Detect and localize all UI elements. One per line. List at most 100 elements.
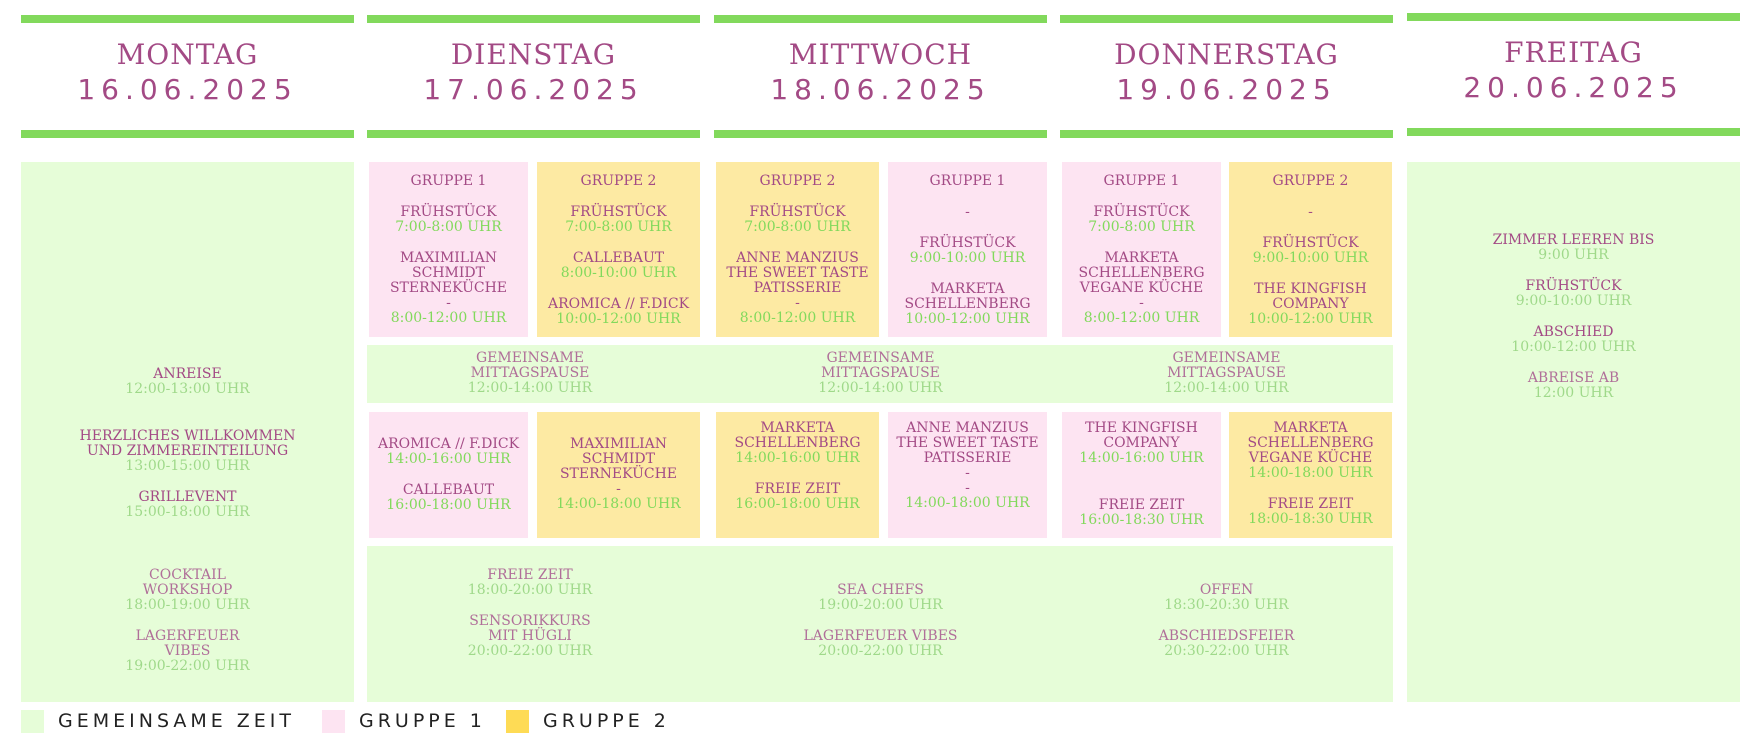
lunch-wednesday: GEMEINSAME MITTAGSPAUSE: [821, 350, 940, 381]
breakfast-time: 7:00-8:00 UHR: [1088, 219, 1195, 235]
session-label: MARKETA SCHELLENBERG VEGANE KÜCHE: [1247, 420, 1374, 466]
day-date: 19.06.2025: [1116, 73, 1337, 106]
legend-group1: GRUPPE 1: [322, 708, 486, 734]
evening-thursday-b-time: 20:30-22:00 UHR: [1164, 643, 1289, 659]
header-bar-bottom-tuesday: [367, 130, 700, 138]
day-name: DONNERSTAG: [1114, 38, 1339, 71]
legend-common: GEMEINSAME ZEIT: [21, 708, 295, 734]
session-time: 8:00-12:00 UHR: [1083, 310, 1200, 326]
group-label: GRUPPE 2: [759, 173, 836, 189]
monday-grill: GRILLEVENT: [138, 489, 237, 505]
wednesday-afternoon-group1: ANNE MANZIUS THE SWEET TASTE PATISSERIE …: [888, 412, 1047, 538]
thursday-afternoon-group2: MARKETA SCHELLENBERG VEGANE KÜCHE 14:00-…: [1229, 412, 1392, 538]
lunch-thursday: GEMEINSAME MITTAGSPAUSE: [1167, 350, 1286, 381]
lunch-thursday-time: 12:00-14:00 UHR: [1164, 380, 1289, 396]
breakfast-time: 7:00-8:00 UHR: [395, 219, 502, 235]
session-label: CALLEBAUT: [402, 482, 495, 498]
session-time: 10:00-12:00 UHR: [905, 311, 1030, 327]
evening-wednesday-a: SEA CHEFS: [837, 582, 924, 598]
session-time: 8:00-10:00 UHR: [560, 265, 677, 281]
session-time: 18:00-18:30 UHR: [1248, 511, 1373, 527]
evening-wednesday-b-time: 20:00-22:00 UHR: [818, 643, 943, 659]
friday-d-time: 12:00 UHR: [1533, 385, 1614, 401]
session-label: ANNE MANZIUS THE SWEET TASTE PATISSERIE …: [896, 420, 1039, 496]
header-bar-bottom-monday: [21, 130, 354, 138]
session-label: ANNE MANZIUS THE SWEET TASTE PATISSERIE …: [726, 250, 869, 311]
breakfast-label: FRÜHSTÜCK: [570, 204, 667, 220]
session-label: CALLEBAUT: [572, 250, 665, 266]
tuesday-morning-group1: GRUPPE 1 FRÜHSTÜCK 7:00-8:00 UHR MAXIMIL…: [369, 162, 528, 337]
dash: -: [1308, 204, 1313, 220]
thursday-afternoon-group1: THE KINGFISH COMPANY 14:00-16:00 UHR FRE…: [1062, 412, 1221, 538]
breakfast-time: 7:00-8:00 UHR: [565, 219, 672, 235]
wednesday-morning-group2: GRUPPE 2 FRÜHSTÜCK 7:00-8:00 UHR ANNE MA…: [716, 162, 879, 337]
session-label: AROMICA // F.DICK: [377, 436, 520, 452]
session-label: FREIE ZEIT: [1098, 497, 1185, 513]
breakfast-time: 9:00-10:00 UHR: [909, 250, 1026, 266]
day-name: MITTWOCH: [788, 38, 973, 71]
evening-tuesday-a: FREIE ZEIT: [487, 567, 573, 583]
header-bar-bottom-thursday: [1060, 130, 1393, 138]
session-time: 14:00-16:00 UHR: [735, 450, 860, 466]
group-label: GRUPPE 2: [1272, 173, 1349, 189]
header-bar-top-wednesday: [714, 15, 1047, 23]
monday-willkommen: HERZLICHES WILLKOMMEN UND ZIMMEREINTEILU…: [79, 428, 296, 459]
monday-grill-time: 15:00-18:00 UHR: [125, 504, 250, 520]
evening-tuesday-b: SENSORIKKURS MIT HÜGLI: [469, 613, 591, 644]
friday-d: ABREISE AB: [1527, 370, 1620, 386]
monday-anreise-time: 12:00-13:00 UHR: [125, 381, 250, 397]
session-time: 16:00-18:00 UHR: [735, 496, 860, 512]
session-time: 8:00-12:00 UHR: [739, 310, 856, 326]
tuesday-morning-group2: GRUPPE 2 FRÜHSTÜCK 7:00-8:00 UHR CALLEBA…: [537, 162, 700, 337]
session-label: THE KINGFISH COMPANY: [1085, 420, 1198, 451]
day-name: FREITAG: [1504, 36, 1643, 69]
legend-label-common: GEMEINSAME ZEIT: [58, 710, 296, 732]
day-header-wednesday: MITTWOCH 18.06.2025: [714, 38, 1047, 108]
breakfast-label: FRÜHSTÜCK: [1093, 204, 1190, 220]
friday-schedule: ZIMMER LEEREN BIS 9:00 UHR FRÜHSTÜCK 9:0…: [1407, 162, 1740, 702]
legend-group2: GRUPPE 2: [506, 708, 670, 734]
group-label: GRUPPE 1: [410, 173, 487, 189]
day-header-friday: FREITAG 20.06.2025: [1407, 36, 1740, 106]
legend-swatch-group1: [322, 709, 345, 733]
friday-a-time: 9:00 UHR: [1538, 247, 1609, 263]
session-time: 10:00-12:00 UHR: [1248, 311, 1373, 327]
session-time: 14:00-16:00 UHR: [1079, 450, 1204, 466]
group-label: GRUPPE 2: [580, 173, 657, 189]
breakfast-label: FRÜHSTÜCK: [400, 204, 497, 220]
day-date: 16.06.2025: [77, 73, 298, 106]
header-bar-bottom-wednesday: [714, 130, 1047, 138]
session-time: 10:00-12:00 UHR: [556, 311, 681, 327]
day-date: 20.06.2025: [1463, 71, 1684, 104]
friday-c: ABSCHIED: [1533, 324, 1614, 340]
friday-b: FRÜHSTÜCK: [1525, 278, 1622, 294]
monday-anreise: ANREISE: [153, 366, 222, 382]
tuesday-afternoon-group2: MAXIMILIAN SCHMIDT STERNEKÜCHE - 14:00-1…: [537, 412, 700, 538]
breakfast-label: FRÜHSTÜCK: [1262, 235, 1359, 251]
session-time: 8:00-12:00 UHR: [390, 310, 507, 326]
lunch-tuesday-time: 12:00-14:00 UHR: [467, 380, 593, 396]
evening-tuesday-a-time: 18:00-20:00 UHR: [467, 582, 593, 598]
evening-tuesday-b-time: 20:00-22:00 UHR: [467, 643, 593, 659]
session-label: AROMICA // F.DICK: [547, 296, 690, 312]
tuesday-afternoon-group1: AROMICA // F.DICK 14:00-16:00 UHR CALLEB…: [369, 412, 528, 538]
friday-a: ZIMMER LEEREN BIS: [1492, 232, 1655, 248]
group-label: GRUPPE 1: [1103, 173, 1180, 189]
legend-label-group1: GRUPPE 1: [359, 710, 486, 732]
evening-thursday-a: OFFEN: [1199, 582, 1254, 598]
monday-willkommen-time: 13:00-15:00 UHR: [125, 458, 250, 474]
friday-c-time: 10:00-12:00 UHR: [1511, 339, 1636, 355]
session-time: 16:00-18:00 UHR: [386, 497, 511, 513]
session-label: MAXIMILIAN SCHMIDT STERNEKÜCHE -: [559, 436, 678, 497]
header-bar-top-monday: [21, 15, 354, 23]
evening-thursday-b: ABSCHIEDSFEIER: [1158, 628, 1295, 644]
header-bar-top-thursday: [1060, 15, 1393, 23]
legend-swatch-group2: [506, 709, 529, 733]
session-time: 14:00-16:00 UHR: [386, 451, 511, 467]
breakfast-time: 7:00-8:00 UHR: [744, 219, 851, 235]
lunch-tuesday: GEMEINSAME MITTAGSPAUSE: [470, 350, 590, 381]
legend-label-group2: GRUPPE 2: [543, 710, 670, 732]
session-time: 16:00-18:30 UHR: [1079, 512, 1204, 528]
evening-row: FREIE ZEIT 18:00-20:00 UHR SENSORIKKURS …: [367, 546, 1393, 702]
friday-b-time: 9:00-10:00 UHR: [1515, 293, 1632, 309]
